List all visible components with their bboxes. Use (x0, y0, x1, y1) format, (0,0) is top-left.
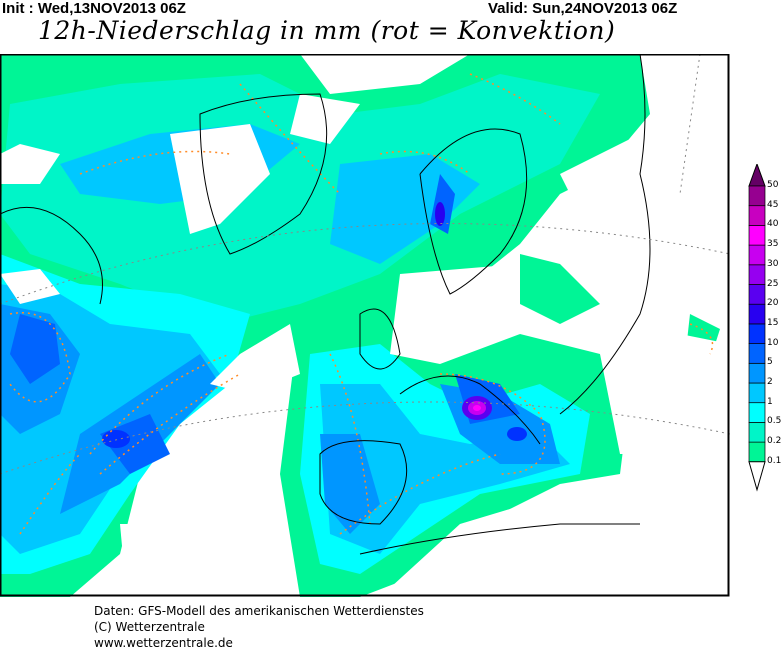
scale-label: 40 (767, 219, 779, 230)
scale-box-30 (748, 244, 766, 266)
scale-label: 25 (767, 278, 779, 289)
scale-label: 20 (767, 298, 779, 309)
scale-label: 2 (767, 377, 773, 387)
copyright: (C) Wetterzentrale (94, 620, 205, 634)
graticule (0, 54, 730, 475)
scale-box-2 (748, 362, 766, 384)
valid-time: Valid: Sun,24NOV2013 06Z (488, 0, 678, 17)
coastlines (0, 54, 651, 555)
map-title: 12h-Niederschlag in mm (rot = Konvektion… (38, 16, 616, 45)
footer-credits: Daten: GFS-Modell des amerikanischen Wet… (94, 603, 424, 651)
scale-box-35 (748, 225, 766, 246)
scale-label: 30 (767, 258, 779, 269)
scale-min-triangle (748, 461, 766, 492)
scale-label: 1 (767, 396, 773, 407)
website: www.wetterzentrale.de (94, 636, 233, 650)
scale-label: 0.1 (767, 455, 781, 466)
scale-label: 45 (767, 199, 779, 210)
scale-label: 35 (767, 239, 779, 250)
data-source: Daten: GFS-Modell des amerikanischen Wet… (94, 604, 424, 618)
scale-box-0.5 (748, 402, 766, 423)
scale-box-40 (748, 205, 766, 226)
convection-contours (9, 73, 714, 535)
init-time: Init : Wed,13NOV2013 06Z (2, 0, 186, 17)
precipitation-map (0, 54, 730, 597)
scale-box-1 (748, 382, 766, 404)
scale-label: 5 (767, 357, 773, 368)
scale-label: 10 (767, 337, 779, 348)
scale-box-20 (748, 284, 766, 305)
scale-label: 15 (767, 317, 779, 328)
scale-box-0.1 (748, 441, 766, 463)
scale-box-0.2 (748, 422, 766, 443)
scale-box-10 (748, 323, 766, 344)
scale-label: 50 (767, 180, 779, 190)
scale-box-45 (748, 185, 766, 207)
dry-areas (0, 94, 730, 597)
scale-label: 0.5 (767, 416, 781, 427)
scale-max-triangle (748, 164, 766, 187)
color-scale-bar (748, 164, 766, 492)
scale-box-5 (748, 343, 766, 364)
scale-box-25 (748, 264, 766, 285)
map-frame (0, 54, 730, 597)
scale-box-15 (748, 303, 766, 325)
scale-label: 0.2 (767, 436, 781, 447)
